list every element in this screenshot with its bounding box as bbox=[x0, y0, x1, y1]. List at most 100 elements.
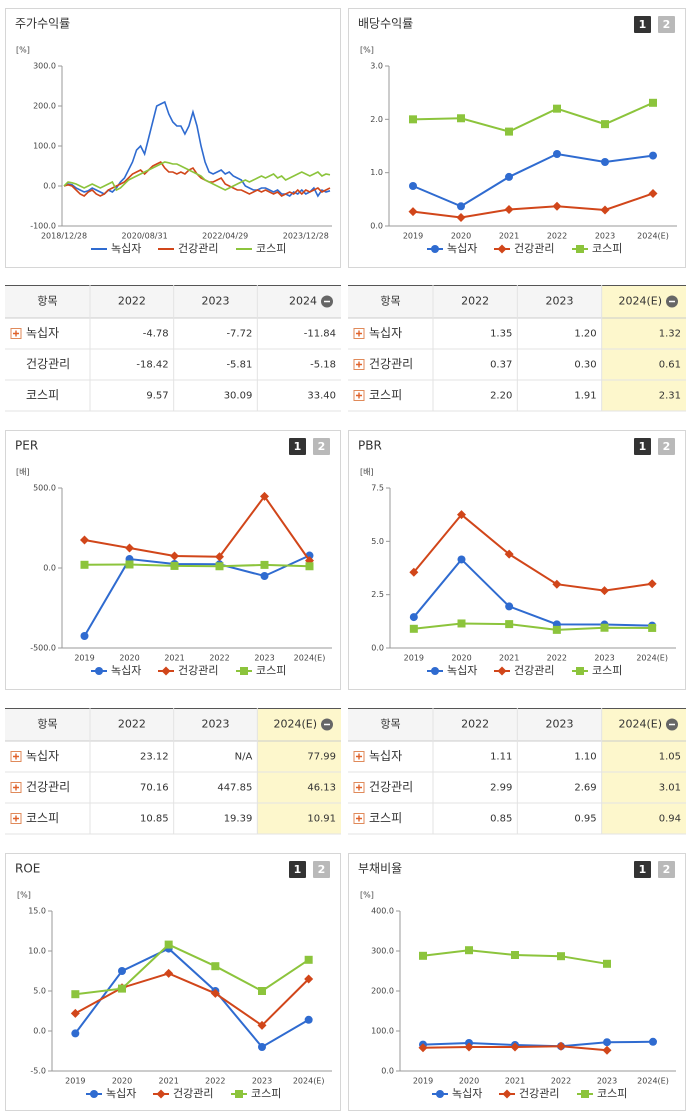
tab-label[interactable]: 2 bbox=[318, 440, 326, 453]
column-header: 2023 bbox=[202, 295, 230, 308]
column-header: 2024 bbox=[289, 295, 317, 308]
cell-value: N/A bbox=[235, 752, 253, 763]
tab-label[interactable]: 2 bbox=[318, 863, 326, 876]
data-point bbox=[71, 990, 80, 999]
data-point bbox=[408, 207, 418, 217]
panel bbox=[348, 430, 686, 690]
data-point bbox=[409, 624, 418, 633]
data-point bbox=[464, 1042, 474, 1052]
data-point bbox=[504, 204, 514, 214]
cell-value: 70.16 bbox=[140, 783, 169, 794]
data-point bbox=[505, 172, 513, 181]
tab-button[interactable] bbox=[634, 861, 651, 878]
legend-label: 녹십자 bbox=[106, 1087, 136, 1100]
cell-value: 2.31 bbox=[659, 391, 681, 402]
x-tick-label: 2019 bbox=[65, 1077, 85, 1086]
data-point bbox=[418, 1043, 428, 1053]
column-header: 2023 bbox=[202, 718, 230, 731]
expand-icon-cross bbox=[13, 815, 19, 822]
y-tick-label: 100.0 bbox=[371, 1027, 394, 1036]
tab-button[interactable] bbox=[658, 16, 675, 33]
y-unit: [%] bbox=[360, 46, 374, 55]
expand-icon-cross bbox=[13, 784, 19, 791]
panel bbox=[5, 8, 341, 268]
data-point bbox=[215, 552, 224, 562]
series-line bbox=[412, 192, 654, 219]
data-point bbox=[556, 1041, 566, 1051]
data-point bbox=[215, 562, 224, 571]
x-tick-label: 2020/08/31 bbox=[122, 232, 168, 241]
y-tick-label: 500.0 bbox=[33, 484, 56, 493]
x-tick-label: 2020 bbox=[451, 654, 471, 663]
tab-label[interactable]: 2 bbox=[663, 863, 671, 876]
tab-label[interactable]: 1 bbox=[294, 863, 302, 876]
y-tick-label: 200.0 bbox=[371, 987, 394, 996]
data-point bbox=[304, 1015, 313, 1024]
tab-label[interactable]: 1 bbox=[294, 440, 302, 453]
legend-marker bbox=[576, 245, 584, 253]
y-tick-label: 0.0 bbox=[43, 564, 56, 573]
x-tick-label: 2022 bbox=[547, 654, 567, 663]
cell-value: -11.84 bbox=[304, 329, 336, 340]
tab-button[interactable] bbox=[658, 438, 675, 455]
data-point bbox=[305, 562, 314, 571]
y-tick-label: 300.0 bbox=[371, 947, 394, 956]
legend-marker bbox=[431, 245, 439, 253]
row-label: 건강관리 bbox=[26, 780, 70, 794]
data-point bbox=[552, 625, 561, 634]
x-tick-label: 2020 bbox=[119, 654, 139, 663]
tab-button[interactable] bbox=[634, 438, 651, 455]
legend-marker bbox=[240, 667, 248, 675]
tab-label[interactable]: 1 bbox=[639, 863, 647, 876]
x-tick-label: 2019 bbox=[74, 654, 94, 663]
x-tick-label: 2024(E) bbox=[636, 654, 668, 663]
tab-button[interactable] bbox=[313, 861, 330, 878]
row-label: 코스피 bbox=[26, 388, 59, 402]
data-point bbox=[258, 1043, 266, 1051]
column-header: 항목 bbox=[380, 295, 400, 308]
tab-button[interactable] bbox=[289, 438, 306, 455]
y-tick-label: 0.0 bbox=[370, 222, 383, 231]
data-point bbox=[80, 535, 89, 545]
legend-label: 코스피 bbox=[597, 1087, 627, 1100]
expand-icon-cross bbox=[356, 361, 362, 368]
y-tick-label: 3.0 bbox=[370, 62, 383, 71]
row-label: 건강관리 bbox=[26, 357, 70, 371]
tab-label[interactable]: 2 bbox=[663, 440, 671, 453]
expand-icon-cross bbox=[356, 815, 362, 822]
data-point bbox=[457, 114, 465, 123]
cell-value: 0.95 bbox=[574, 814, 596, 825]
row-label: 코스피 bbox=[26, 811, 59, 825]
y-tick-label: -500.0 bbox=[30, 644, 56, 653]
cell-value: 23.12 bbox=[140, 752, 169, 763]
tab-button[interactable] bbox=[658, 861, 675, 878]
data-point bbox=[647, 579, 657, 589]
column-header: 2024(E) bbox=[273, 718, 317, 731]
row-label: 코스피 bbox=[369, 811, 402, 825]
y-tick-label: 200.0 bbox=[33, 102, 56, 111]
tab-button[interactable] bbox=[313, 438, 330, 455]
tab-button[interactable] bbox=[289, 861, 306, 878]
tab-label[interactable]: 2 bbox=[663, 18, 671, 31]
data-point bbox=[601, 158, 609, 166]
data-point bbox=[648, 188, 658, 198]
data-point bbox=[456, 212, 466, 222]
panel-title: PER bbox=[15, 439, 38, 453]
legend-label: 건강관리 bbox=[514, 242, 554, 255]
data-point bbox=[649, 98, 657, 107]
x-tick-label: 2022 bbox=[551, 1077, 571, 1086]
x-tick-label: 2020 bbox=[459, 1077, 479, 1086]
tab-label[interactable]: 1 bbox=[639, 440, 647, 453]
data-point bbox=[602, 1045, 612, 1055]
row-label: 건강관리 bbox=[369, 357, 413, 371]
cell-value: 2.20 bbox=[490, 391, 512, 402]
tab-button[interactable] bbox=[634, 16, 651, 33]
cell-value: 30.09 bbox=[224, 391, 253, 402]
legend-label: 코스피 bbox=[251, 1087, 281, 1100]
series-line bbox=[75, 943, 310, 996]
cell-value: 0.94 bbox=[659, 814, 681, 825]
tab-label[interactable]: 1 bbox=[639, 18, 647, 31]
y-tick-label: 0.0 bbox=[43, 182, 56, 191]
data-point bbox=[409, 182, 417, 190]
